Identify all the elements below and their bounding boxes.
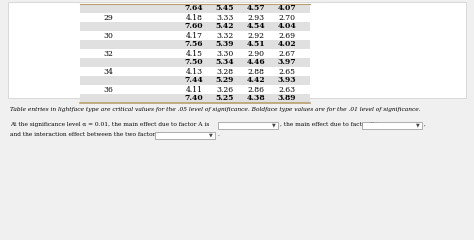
Text: 5.34: 5.34 <box>216 59 234 66</box>
Bar <box>80 94 310 103</box>
Text: 3.97: 3.97 <box>278 59 296 66</box>
Text: 4.04: 4.04 <box>278 23 296 30</box>
Text: 2.70: 2.70 <box>279 13 295 22</box>
Text: 2.88: 2.88 <box>247 67 264 76</box>
Text: 4.51: 4.51 <box>246 41 265 48</box>
Text: 2.63: 2.63 <box>278 85 296 94</box>
Bar <box>155 132 215 138</box>
Text: 2.69: 2.69 <box>279 31 295 40</box>
Text: 3.89: 3.89 <box>278 95 296 102</box>
Bar <box>80 58 310 67</box>
Text: 4.13: 4.13 <box>185 67 202 76</box>
Bar <box>80 67 310 76</box>
Text: 3.33: 3.33 <box>216 13 234 22</box>
Bar <box>8 2 466 98</box>
Text: 7.64: 7.64 <box>185 5 203 12</box>
Text: 2.86: 2.86 <box>247 85 264 94</box>
Text: 7.60: 7.60 <box>185 23 203 30</box>
Text: 3.30: 3.30 <box>216 49 234 58</box>
Text: 5.25: 5.25 <box>216 95 234 102</box>
Text: 2.92: 2.92 <box>247 31 264 40</box>
Text: 2.65: 2.65 <box>279 67 295 76</box>
Text: and the interaction effect between the two factors is: and the interaction effect between the t… <box>10 132 165 137</box>
Text: 3.26: 3.26 <box>217 85 234 94</box>
Text: 4.42: 4.42 <box>246 77 265 84</box>
Text: 4.11: 4.11 <box>185 85 202 94</box>
Text: 7.56: 7.56 <box>185 41 203 48</box>
Text: 5.39: 5.39 <box>216 41 234 48</box>
Text: 7.40: 7.40 <box>185 95 203 102</box>
Bar <box>80 85 310 94</box>
Text: ▼: ▼ <box>209 132 213 138</box>
Bar <box>80 4 310 13</box>
Text: 34: 34 <box>103 67 113 76</box>
Bar <box>80 22 310 31</box>
Text: 2.67: 2.67 <box>279 49 295 58</box>
Bar <box>80 13 310 22</box>
Text: 4.57: 4.57 <box>246 5 265 12</box>
Text: , the main effect due to factor B is: , the main effect due to factor B is <box>280 122 381 127</box>
Text: ▼: ▼ <box>416 122 420 127</box>
Text: 4.17: 4.17 <box>185 31 202 40</box>
Bar <box>362 121 422 128</box>
Text: 2.93: 2.93 <box>247 13 264 22</box>
Text: 5.29: 5.29 <box>216 77 234 84</box>
Bar <box>80 76 310 85</box>
Text: 3.32: 3.32 <box>216 31 234 40</box>
Text: 29: 29 <box>103 13 113 22</box>
Text: 3.93: 3.93 <box>278 77 296 84</box>
Bar <box>80 40 310 49</box>
Text: .: . <box>217 132 219 137</box>
Bar <box>80 31 310 40</box>
Text: 4.02: 4.02 <box>278 41 296 48</box>
Text: 4.07: 4.07 <box>278 5 296 12</box>
Text: 32: 32 <box>103 49 113 58</box>
Text: 4.15: 4.15 <box>185 49 202 58</box>
Text: 4.46: 4.46 <box>246 59 265 66</box>
Text: ▼: ▼ <box>272 122 276 127</box>
Text: 7.50: 7.50 <box>185 59 203 66</box>
Text: 2.90: 2.90 <box>247 49 264 58</box>
Text: 5.42: 5.42 <box>216 23 234 30</box>
Text: 5.45: 5.45 <box>216 5 234 12</box>
Text: 4.18: 4.18 <box>185 13 202 22</box>
Text: 36: 36 <box>103 85 113 94</box>
Text: 4.38: 4.38 <box>246 95 265 102</box>
Text: 7.44: 7.44 <box>185 77 203 84</box>
Text: 30: 30 <box>103 31 113 40</box>
Text: ,: , <box>424 122 426 127</box>
Bar <box>218 121 278 128</box>
Text: Table entries in lightface type are critical values for the .05 level of signifi: Table entries in lightface type are crit… <box>10 107 420 112</box>
Text: 3.28: 3.28 <box>217 67 234 76</box>
Text: At the significance level α = 0.01, the main effect due to factor A is: At the significance level α = 0.01, the … <box>10 122 209 127</box>
Text: 4.54: 4.54 <box>246 23 265 30</box>
Bar <box>80 49 310 58</box>
